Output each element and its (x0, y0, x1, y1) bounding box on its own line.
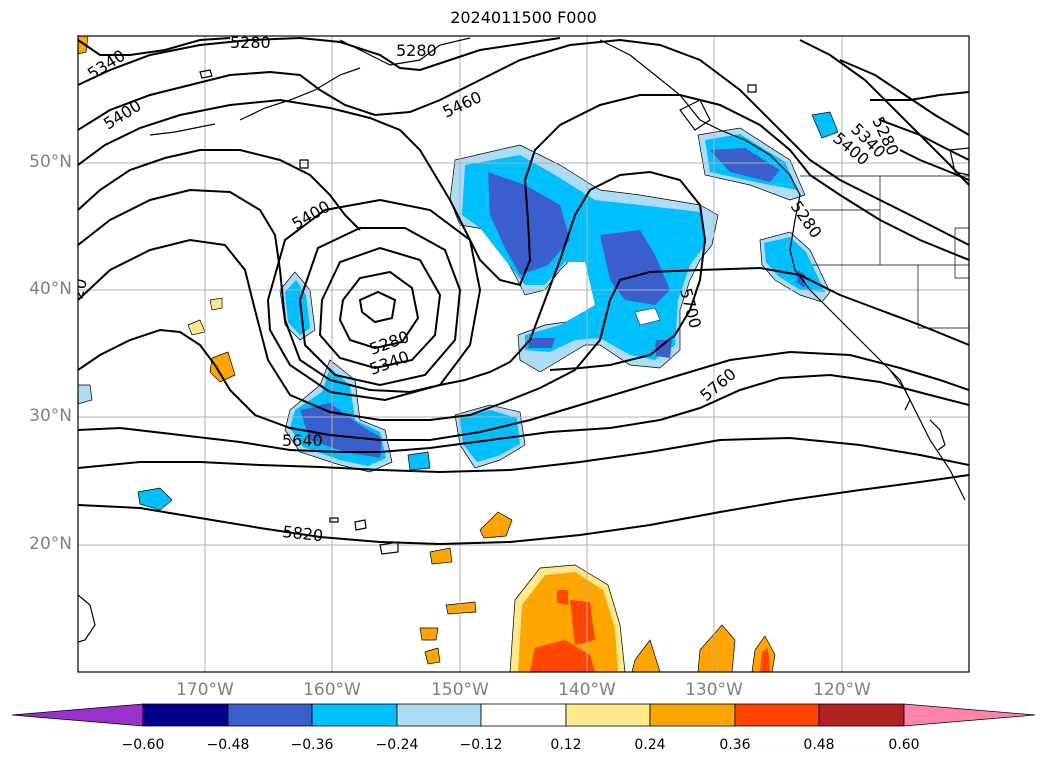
positive-shading (479, 511, 513, 539)
contour-line (870, 91, 969, 101)
longitude-label: 160°W (303, 680, 361, 700)
negative-shading (285, 280, 310, 335)
positive-shading (445, 601, 477, 615)
colorbar-tick-label: 0.36 (719, 737, 751, 753)
height-contours (78, 36, 969, 546)
contour-label: 5280 (396, 41, 437, 60)
colorbar-tick-label: −0.60 (121, 737, 165, 753)
colorbar-extend-high (903, 703, 1036, 727)
negative-shading (811, 111, 839, 139)
colorbar-tick-label: −0.12 (459, 737, 503, 753)
positive-shading (760, 648, 770, 672)
colorbar-tick-label: 0.12 (550, 737, 582, 753)
contour-line (78, 474, 969, 546)
colorbar-extend-low (11, 703, 144, 727)
contour-line (358, 290, 397, 324)
colorbar-bin (818, 703, 905, 727)
negative-shading (764, 237, 825, 292)
longitude-label: 150°W (431, 680, 489, 700)
colorbar-bin (480, 703, 567, 727)
colorbar-bin (565, 703, 651, 727)
contour-line (266, 198, 482, 402)
latitude-label: 40°N (29, 279, 72, 299)
contour-line (78, 37, 231, 56)
positive-shading (209, 297, 223, 311)
longitude-label: 120°W (813, 680, 871, 700)
colorbar-tick-label: 0.48 (803, 737, 835, 753)
colorbar-tick-label: −0.48 (206, 737, 250, 753)
map-title: 2024011500 F000 (450, 8, 597, 27)
contour-line (78, 373, 969, 453)
graticule (78, 36, 969, 672)
longitude-label: 140°W (558, 680, 616, 700)
latitude-label: 50°N (29, 152, 72, 172)
colorbar-bin (311, 703, 398, 727)
contour-line (78, 149, 361, 231)
contour-line (78, 328, 969, 441)
positive-shading (530, 640, 595, 672)
contour-line (78, 94, 969, 287)
contour-line (78, 436, 969, 474)
colorbar (11, 703, 1036, 727)
colorbar-bin (734, 703, 820, 727)
negative-shading (528, 338, 555, 348)
negative-shading (78, 384, 93, 405)
coastlines (78, 37, 969, 643)
longitude-label: 130°W (685, 680, 743, 700)
contour-line (338, 270, 420, 350)
colorbar-bin (142, 703, 229, 727)
negative-shading (137, 487, 173, 511)
colorbar-tick-label: 0.60 (888, 737, 920, 753)
contour-line (318, 246, 442, 370)
colorbar-bin (227, 703, 313, 727)
colorbar-bin (649, 703, 736, 727)
negative-shading (634, 307, 661, 326)
contour-line (799, 39, 969, 186)
positive-shading (631, 639, 661, 672)
contour-line (78, 238, 969, 421)
positive-shading (424, 647, 441, 665)
contour-line (899, 149, 969, 181)
contour-label: 5820 (282, 522, 324, 545)
longitude-label: 170°W (176, 680, 234, 700)
colorbar-bin (396, 703, 482, 727)
colorbar-tick-label: −0.24 (375, 737, 419, 753)
plot-frame (77, 35, 970, 673)
contour-label: 5640 (282, 431, 323, 450)
positive-shading (557, 590, 568, 605)
latitude-label: 20°N (29, 534, 72, 554)
negative-shading (710, 148, 780, 182)
positive-shading (570, 600, 595, 645)
positive-shading (697, 624, 736, 672)
contour-label: 5280 (230, 33, 271, 52)
negative-shading (655, 340, 672, 358)
negative-shading (460, 410, 520, 462)
colorbar-tick-label: −0.36 (290, 737, 334, 753)
positive-shading (209, 351, 236, 383)
positive-shading (419, 627, 439, 641)
contour-line (298, 227, 462, 387)
colorbar-tick-label: 0.24 (634, 737, 666, 753)
latitude-label: 30°N (29, 406, 72, 426)
contour-line (78, 170, 707, 394)
negative-shading (407, 451, 431, 471)
contour-line (839, 59, 969, 136)
positive-shading (429, 547, 453, 565)
contour-line (879, 119, 969, 161)
contour-line (78, 38, 969, 246)
contour-line (78, 36, 561, 86)
